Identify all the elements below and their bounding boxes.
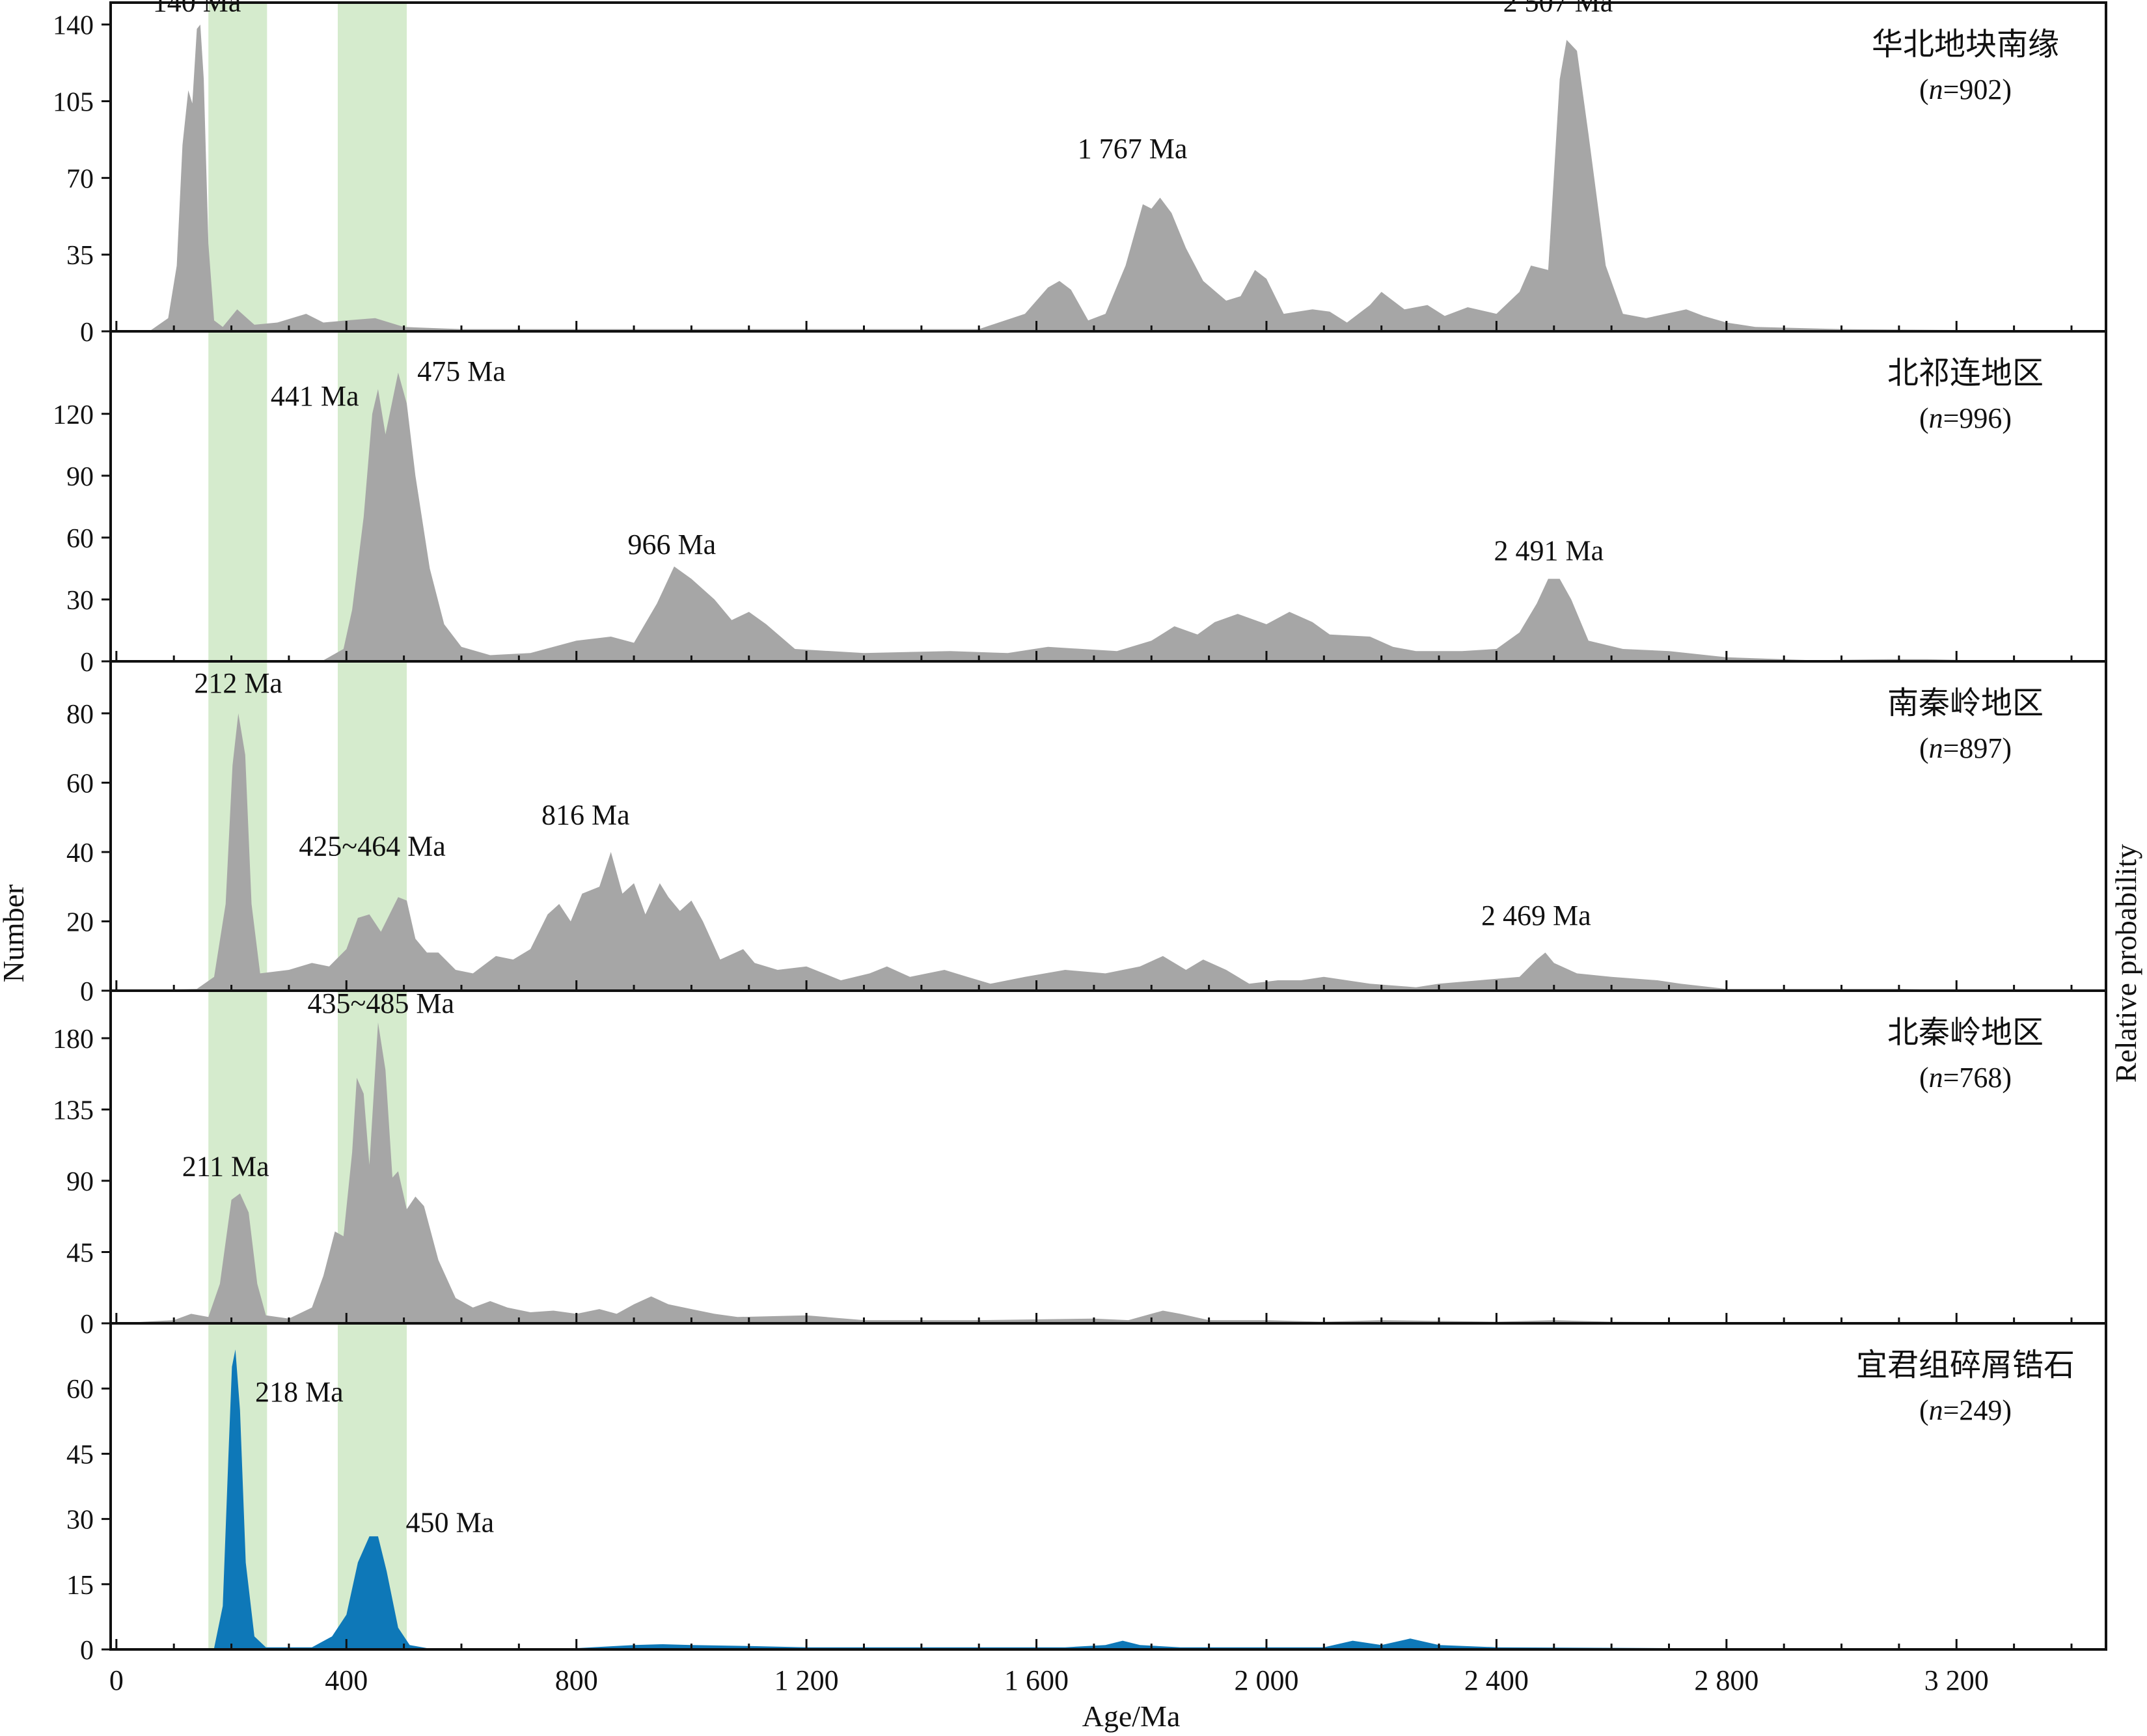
region-name: 北秦岭地区 [1887, 1015, 2044, 1050]
y-tick-label: 0 [80, 1310, 94, 1340]
y-tick-label: 15 [66, 1571, 94, 1601]
peak-label: 450 Ma [405, 1507, 494, 1539]
x-tick-label: 0 [109, 1664, 124, 1696]
y-tick-label: 20 [66, 907, 94, 937]
panel-5: 0 15 30 45 60 218 Ma 450 Ma 宜君组碎屑锆石 (n=249) [66, 1348, 2106, 1666]
y-tick-label: 0 [80, 648, 94, 678]
y-tick-label: 70 [66, 164, 94, 194]
y-tick-label: 120 [53, 400, 94, 430]
y-axis-title: Number [0, 885, 30, 983]
y-tick-label: 0 [80, 1636, 94, 1666]
distribution-area [116, 1022, 2106, 1323]
peak-label: 218 Ma [255, 1376, 344, 1408]
x-tick-label: 2 400 [1464, 1664, 1529, 1696]
peak-label: 475 Ma [417, 355, 506, 387]
y-tick-label: 30 [66, 586, 94, 616]
sample-count: (n=768) [1919, 1062, 2012, 1094]
y-tick-label: 30 [66, 1506, 94, 1536]
panel-2: 0 30 60 90 120 441 Ma 475 Ma 966 Ma 2 491 Ma 北祁连地… [53, 355, 2106, 678]
x-tick-label: 800 [555, 1664, 598, 1696]
region-name: 北祁连地区 [1887, 356, 2044, 391]
y-tick-label: 135 [53, 1096, 94, 1126]
peak-label: 441 Ma [271, 380, 359, 412]
region-name: 华北地块南缘 [1872, 27, 2059, 62]
frame-layer [109, 1, 2107, 1651]
peak-label: 2 491 Ma [1494, 535, 1604, 567]
region-name: 宜君组碎屑锆石 [1856, 1348, 2075, 1383]
x-tick-label: 2 000 [1234, 1664, 1298, 1696]
y-tick-label: 90 [66, 462, 94, 492]
y-tick-label: 0 [80, 318, 94, 348]
y-tick-label: 45 [66, 1239, 94, 1269]
peak-label: 966 Ma [628, 529, 717, 560]
x-tick-label: 2 800 [1694, 1664, 1758, 1696]
x-tick-label: 1 200 [774, 1664, 839, 1696]
sample-count: (n=996) [1919, 402, 2012, 434]
sample-count: (n=249) [1919, 1394, 2012, 1426]
distribution-area [116, 372, 2106, 661]
region-name: 南秦岭地区 [1887, 686, 2044, 721]
y-tick-label: 45 [66, 1440, 94, 1470]
x-tick-label: 1 600 [1004, 1664, 1069, 1696]
x-tick-label: 3 200 [1924, 1664, 1989, 1696]
panel-frame [109, 1322, 2107, 1651]
sample-count: (n=902) [1919, 74, 2012, 105]
panel-frame [109, 1, 2107, 333]
peak-label: 2 469 Ma [1481, 900, 1591, 931]
y-tick-label: 60 [66, 1375, 94, 1405]
peak-label: 1 767 Ma [1078, 133, 1188, 165]
distribution-area [116, 713, 2106, 991]
distribution-area [116, 24, 2106, 331]
y-tick-label: 40 [66, 838, 94, 868]
highlight-band-2 [338, 3, 407, 1649]
y-tick-label: 0 [80, 977, 94, 1007]
x-axis-title: Age/Ma [1082, 1700, 1181, 1733]
y-tick-label: 35 [66, 241, 94, 271]
peak-label: 212 Ma [194, 667, 282, 699]
peak-label: 211 Ma [182, 1151, 269, 1183]
sample-count: (n=897) [1919, 732, 2012, 764]
y-tick-label: 60 [66, 524, 94, 554]
panel-3: 0 20 40 60 80 212 Ma 425~464 Ma 816 Ma 2 469 Ma 南… [66, 667, 2106, 1007]
y-tick-label: 90 [66, 1167, 94, 1197]
y-tick-label: 80 [66, 700, 94, 730]
y-tick-label: 180 [53, 1025, 94, 1054]
highlight-bands-layer [208, 3, 407, 1649]
y-tick-label: 60 [66, 769, 94, 799]
distribution-area [116, 1349, 2106, 1649]
peak-label: 425~464 Ma [299, 830, 445, 862]
right-axis-title: Relative probability [2109, 844, 2142, 1083]
peak-label: 816 Ma [541, 799, 630, 831]
y-tick-label: 105 [53, 88, 94, 118]
peak-label: 435~485 Ma [308, 987, 454, 1019]
x-tick-label: 400 [325, 1664, 368, 1696]
y-tick-label: 140 [53, 11, 94, 41]
